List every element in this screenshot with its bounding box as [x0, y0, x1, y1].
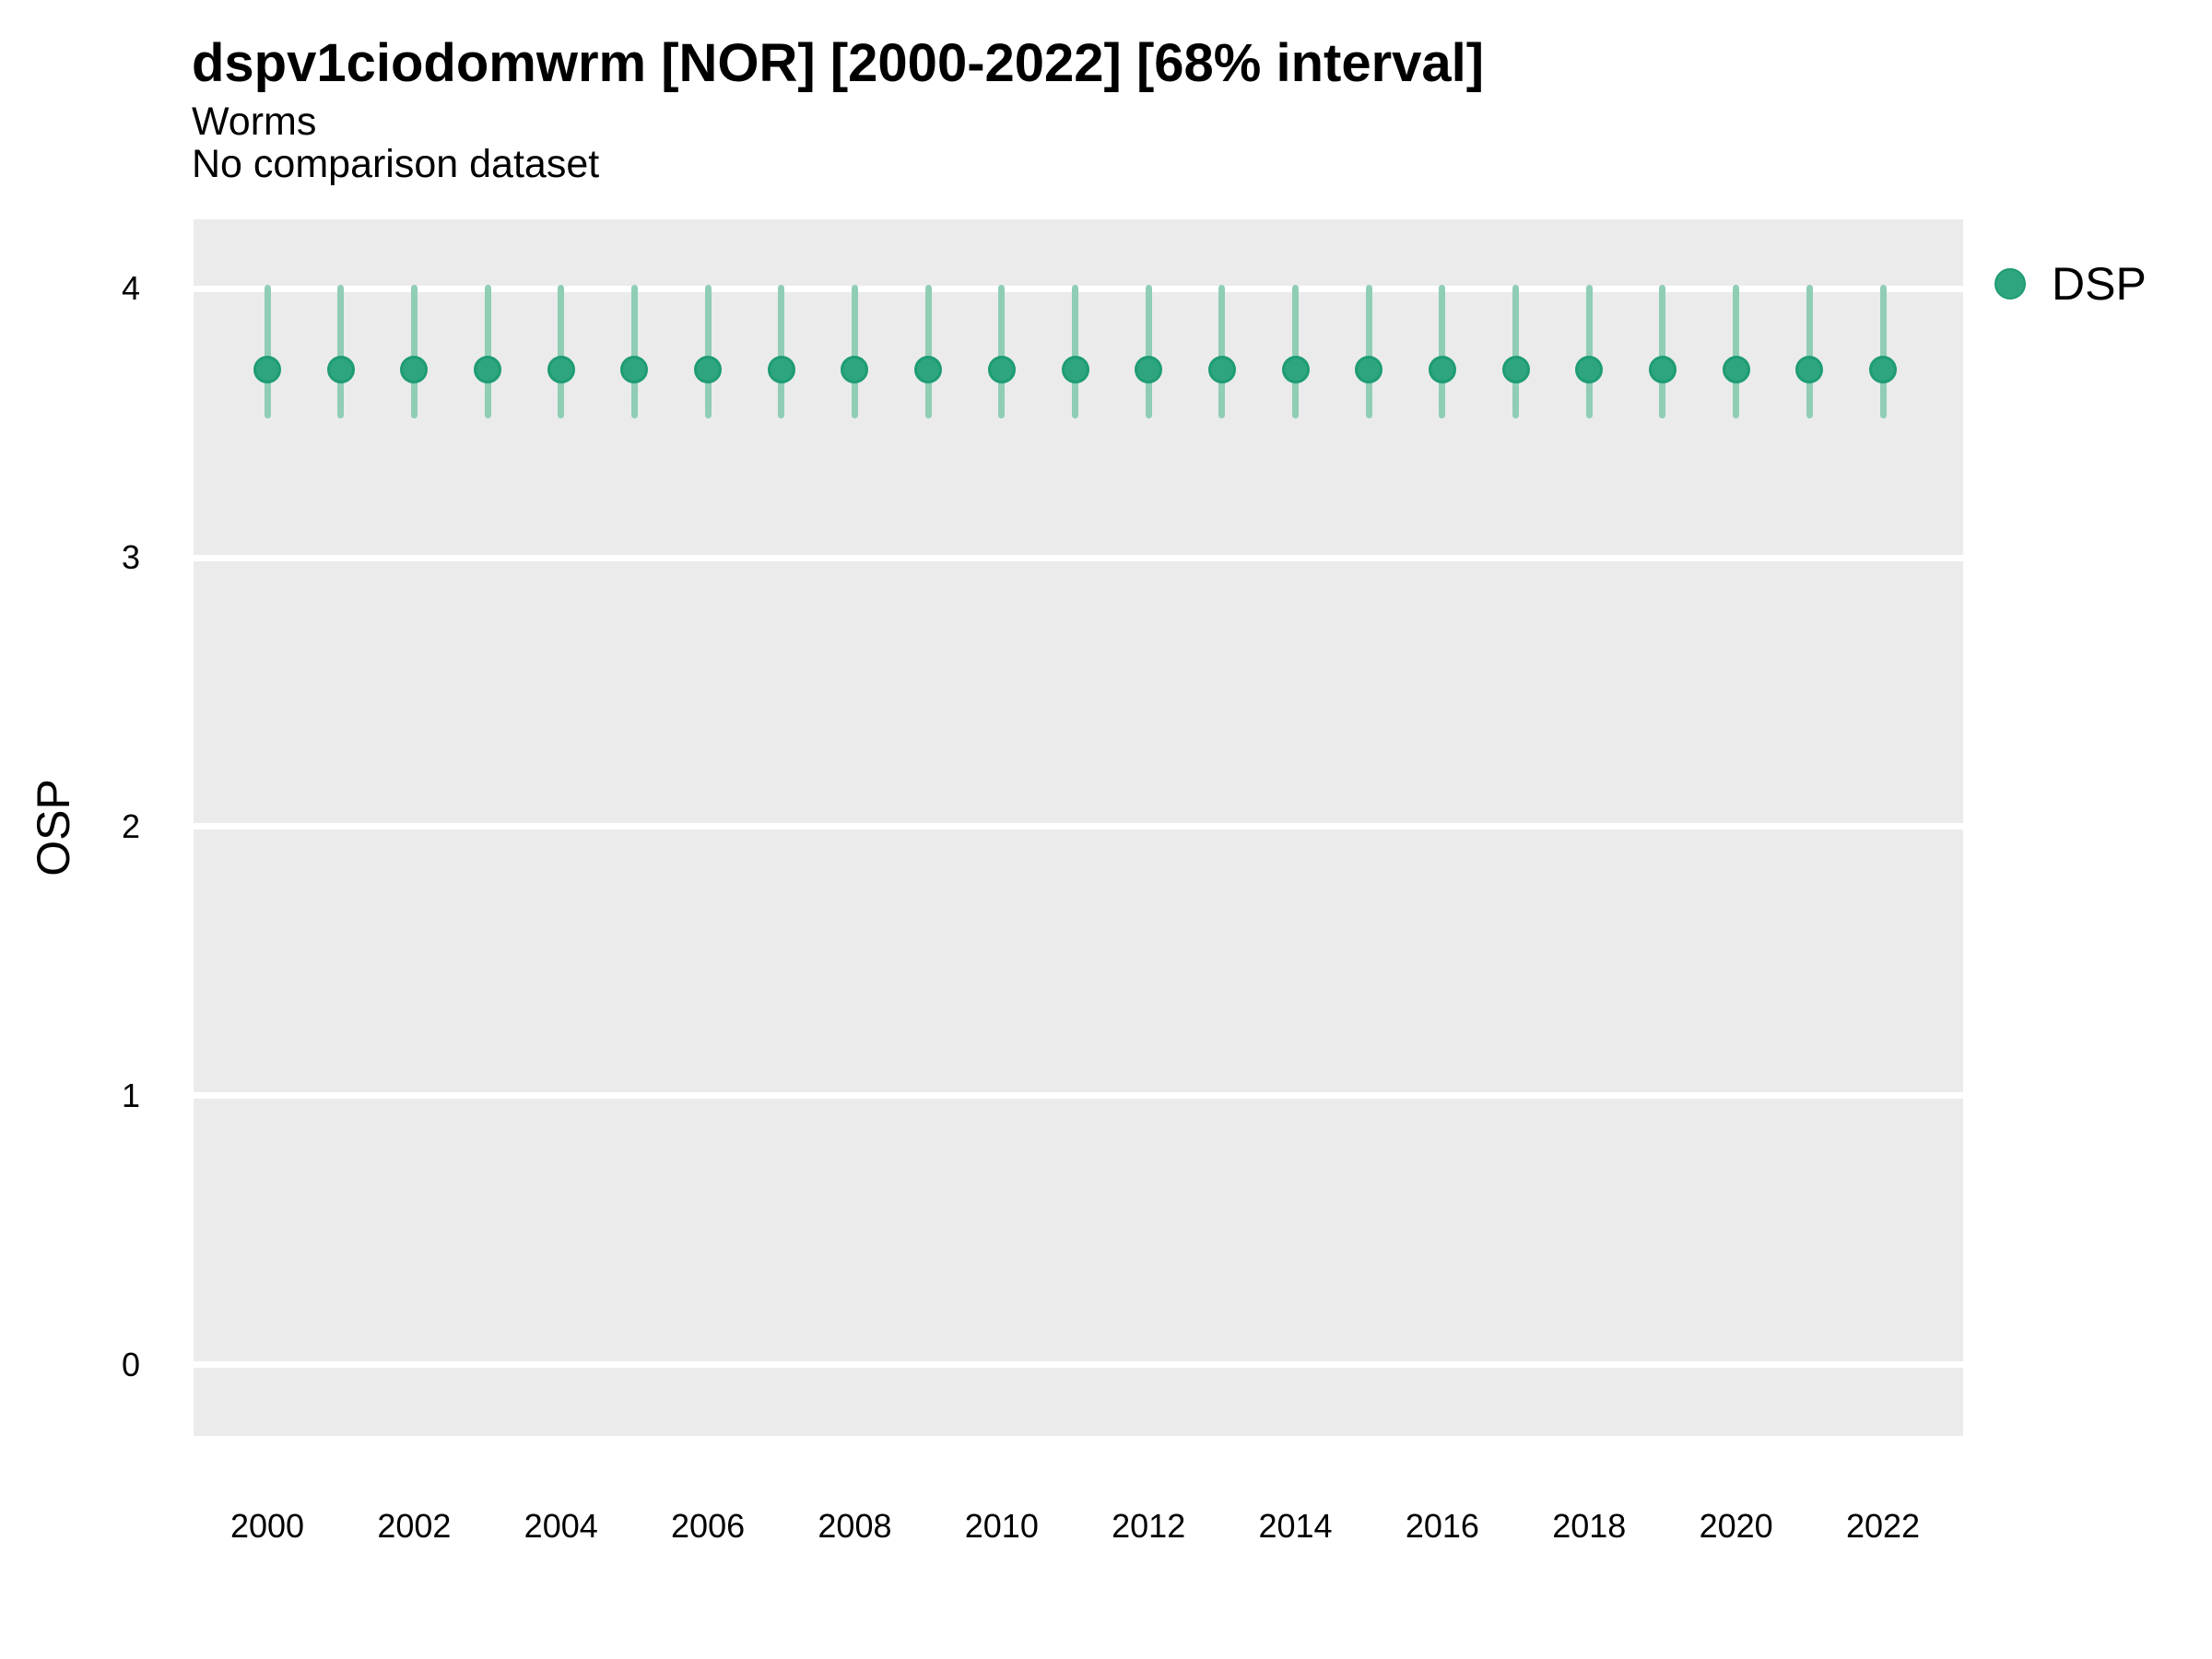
y-axis-title: OSP	[28, 779, 79, 877]
data-point-2014	[1281, 355, 1310, 383]
y-tick-label: 4	[121, 269, 140, 308]
data-point-2022	[1869, 355, 1897, 383]
interval-line-2002	[410, 285, 418, 419]
data-point-2018	[1575, 355, 1604, 383]
interval-line-2018	[1585, 285, 1593, 419]
interval-line-2011	[1072, 285, 1078, 419]
interval-line-2017	[1512, 285, 1520, 419]
data-point-2006	[694, 355, 723, 383]
interval-line-2010	[998, 285, 1006, 419]
data-point-2005	[620, 355, 649, 383]
interval-line-2001	[337, 285, 345, 419]
interval-line-2016	[1439, 285, 1446, 419]
interval-line-2005	[630, 285, 638, 419]
data-point-2002	[400, 355, 429, 383]
x-tick-label: 2000	[229, 1507, 305, 1545]
data-point-2016	[1428, 355, 1456, 383]
x-tick-label: 2006	[671, 1507, 746, 1545]
data-point-2011	[1061, 355, 1089, 383]
x-tick-label: 2014	[1258, 1507, 1333, 1545]
y-tick-label: 1	[121, 1076, 140, 1114]
interval-line-2022	[1879, 285, 1887, 419]
comparison-note: No comparison dataset	[192, 142, 600, 186]
interval-line-2019	[1659, 285, 1666, 419]
data-point-2004	[547, 355, 575, 383]
data-point-2009	[914, 355, 943, 383]
data-point-2000	[253, 355, 281, 383]
data-point-2012	[1135, 355, 1163, 383]
gridline-y-2	[194, 823, 1963, 830]
data-point-2015	[1355, 355, 1383, 383]
interval-line-2012	[1145, 285, 1152, 419]
x-tick-label: 2002	[377, 1507, 452, 1545]
legend: DSP	[1994, 261, 2147, 307]
interval-line-2000	[264, 285, 271, 419]
interval-line-2006	[704, 285, 712, 419]
interval-line-2015	[1365, 285, 1372, 419]
data-point-2020	[1722, 355, 1750, 383]
legend-point-icon	[1994, 268, 2026, 300]
y-tick-label: 3	[121, 538, 140, 576]
y-tick-label: 0	[121, 1345, 140, 1383]
x-tick-label: 2012	[1112, 1507, 1186, 1545]
x-tick-label: 2022	[1845, 1507, 1921, 1545]
data-point-2003	[474, 355, 502, 383]
interval-line-2013	[1218, 285, 1226, 419]
interval-line-2014	[1292, 285, 1300, 419]
x-tick-label: 2018	[1552, 1507, 1627, 1545]
data-point-2007	[767, 355, 795, 383]
interval-line-2004	[558, 285, 565, 419]
data-point-2017	[1501, 355, 1530, 383]
x-tick-label: 2010	[964, 1507, 1039, 1545]
data-point-2013	[1207, 355, 1236, 383]
gridline-y-3	[194, 554, 1963, 561]
x-tick-label: 2008	[818, 1507, 892, 1545]
interval-line-2021	[1806, 285, 1813, 419]
legend-label: DSP	[2052, 258, 2147, 310]
x-tick-label: 2016	[1405, 1507, 1479, 1545]
chart-subtitle: Worms	[192, 100, 317, 144]
interval-line-2007	[778, 285, 785, 419]
data-point-2021	[1795, 355, 1824, 383]
gridline-y-4	[194, 285, 1963, 292]
gridline-y-0	[194, 1361, 1963, 1369]
interval-line-2009	[924, 285, 932, 419]
interval-line-2020	[1733, 285, 1740, 419]
x-tick-label: 2020	[1699, 1507, 1773, 1545]
data-point-2010	[987, 355, 1016, 383]
x-tick-label: 2004	[524, 1507, 598, 1545]
interval-line-2003	[484, 285, 491, 419]
data-point-2001	[326, 355, 355, 383]
interval-line-2008	[851, 285, 858, 419]
gridline-y-1	[194, 1092, 1963, 1100]
plot-panel	[194, 219, 1963, 1436]
y-tick-label: 2	[121, 806, 140, 845]
data-point-2019	[1648, 355, 1677, 383]
page-title: dspv1ciodomwrm [NOR] [2000-2022] [68% in…	[192, 33, 1485, 93]
data-point-2008	[841, 355, 869, 383]
